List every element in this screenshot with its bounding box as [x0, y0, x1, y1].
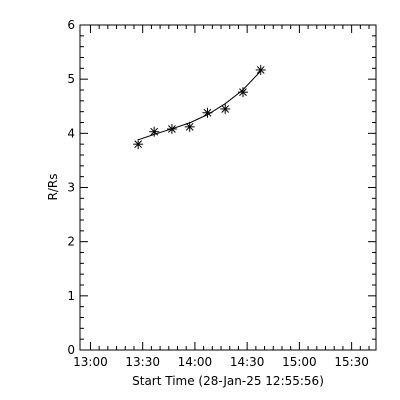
data-points	[133, 64, 266, 150]
y-tick-label: 2	[67, 235, 75, 249]
x-tick-label: 14:00	[178, 355, 213, 369]
data-point	[133, 139, 144, 150]
data-point	[237, 87, 248, 98]
data-point	[255, 64, 266, 75]
data-point	[184, 121, 195, 132]
x-tick-label: 13:30	[125, 355, 160, 369]
y-tick-label: 4	[67, 126, 75, 140]
y-tick-label: 5	[67, 72, 75, 86]
x-axis-label: Start Time (28-Jan-25 12:55:56)	[132, 374, 324, 388]
data-point	[220, 103, 231, 114]
x-tick-label: 15:30	[334, 355, 369, 369]
data-point	[202, 107, 213, 118]
data-point	[166, 124, 177, 134]
y-tick-label: 6	[67, 18, 75, 32]
x-tick-label: 13:00	[73, 355, 108, 369]
plot-frame	[79, 24, 377, 351]
y-axis-label: R/Rs	[46, 174, 60, 201]
data-point	[149, 126, 160, 137]
x-tick-label: 14:30	[230, 355, 265, 369]
x-axis-ticks: 13:00 13:30 14:00 14:30 15:00 15:30	[73, 25, 370, 369]
y-tick-label: 3	[67, 181, 75, 195]
y-axis-ticks: 0 1 2 3 4 5 6	[67, 18, 376, 357]
y-tick-label: 1	[67, 289, 75, 303]
y-tick-label: 0	[67, 343, 75, 357]
x-tick-label: 15:00	[282, 355, 317, 369]
